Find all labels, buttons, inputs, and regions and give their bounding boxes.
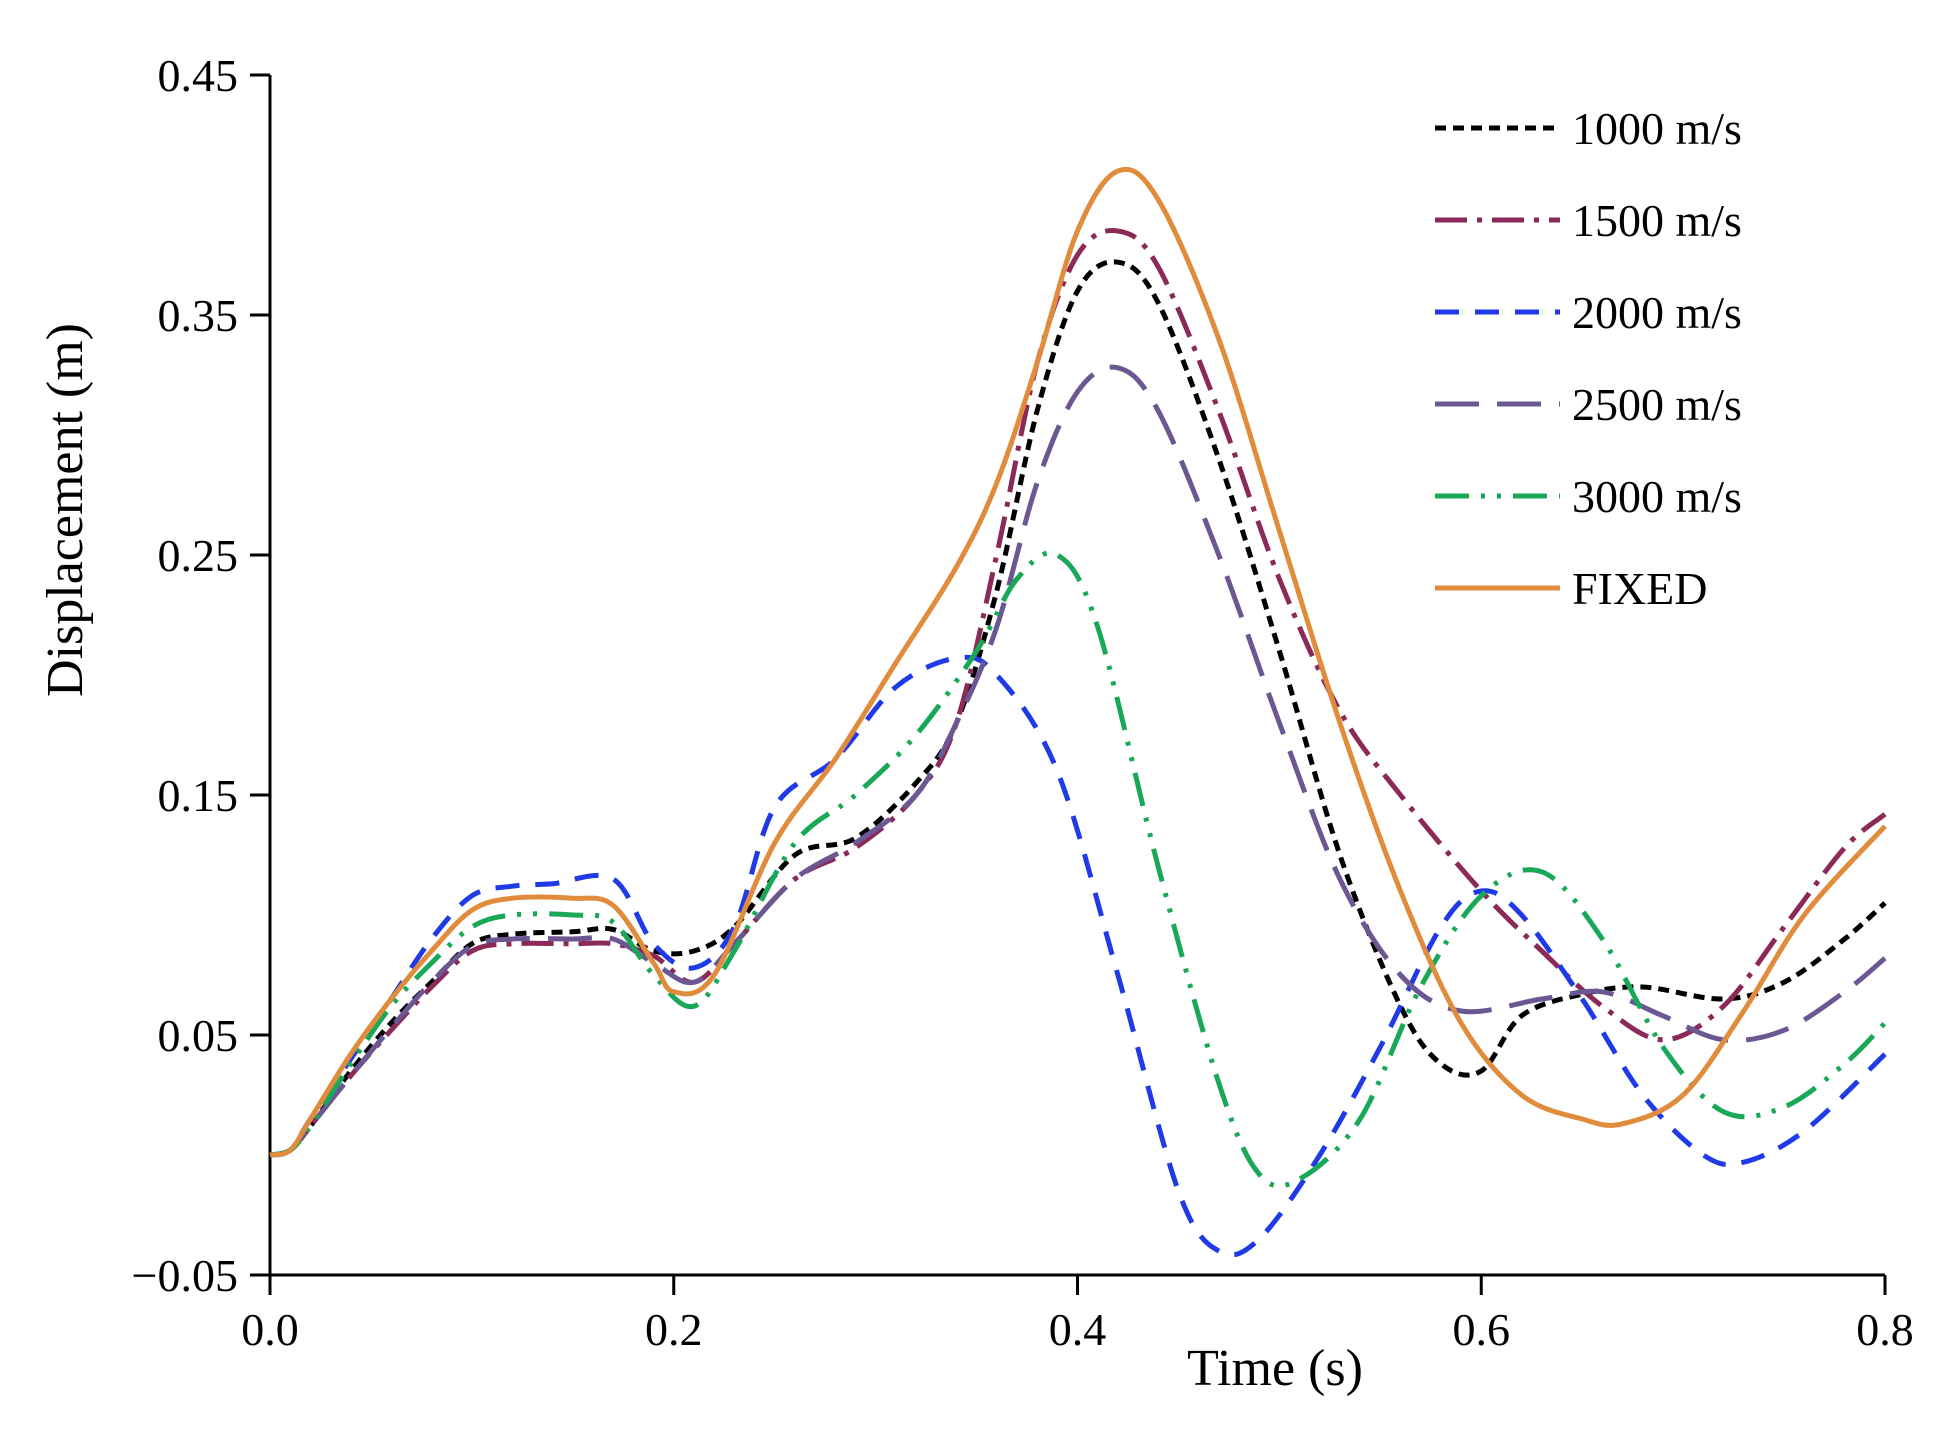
legend-label-fixed: FIXED xyxy=(1572,563,1707,614)
x-axis-title: Time (s) xyxy=(1187,1340,1363,1397)
axes xyxy=(250,73,1887,1295)
x-tick-label: 0.6 xyxy=(1453,1304,1511,1355)
x-tick-label: 0.4 xyxy=(1049,1304,1107,1355)
y-tick-label: 0.05 xyxy=(158,1010,239,1061)
series-line-3000-m-s xyxy=(269,550,1887,1189)
legend: 1000 m/s 1500 m/s 2000 m/s 2500 m/s 3000 m/s… xyxy=(1435,103,1742,614)
legend-label-2500-m-s: 2500 m/s xyxy=(1572,379,1742,430)
series-group xyxy=(269,166,1887,1258)
y-tick-label: 0.15 xyxy=(158,770,239,821)
x-tick-label: 0.2 xyxy=(645,1304,703,1355)
legend-label-1500-m-s: 1500 m/s xyxy=(1572,195,1742,246)
y-tick-label: −0.05 xyxy=(132,1250,238,1301)
series-line-1000-m-s xyxy=(269,259,1887,1158)
legend-label-1000-m-s: 1000 m/s xyxy=(1572,103,1742,154)
x-tick-label: 0.0 xyxy=(241,1304,299,1355)
y-tick-label: 0.45 xyxy=(158,50,239,101)
y-tick-label: 0.25 xyxy=(158,530,239,581)
tick-labels: −0.05 0.05 0.15 0.25 0.35 0.45 0.0 0.2 0.4 0.6 0.8 xyxy=(132,50,1914,1355)
x-tick-label: 0.8 xyxy=(1856,1304,1914,1355)
y-tick-label: 0.35 xyxy=(158,290,239,341)
legend-label-3000-m-s: 3000 m/s xyxy=(1572,471,1742,522)
series-line-2500-m-s xyxy=(269,364,1887,1158)
series-line-1500-m-s xyxy=(269,228,1887,1158)
series-line-fixed xyxy=(269,166,1887,1158)
legend-label-2000-m-s: 2000 m/s xyxy=(1572,287,1742,338)
series-line-2000-m-s xyxy=(269,654,1887,1258)
y-axis-title: Displacement (m) xyxy=(37,323,94,697)
